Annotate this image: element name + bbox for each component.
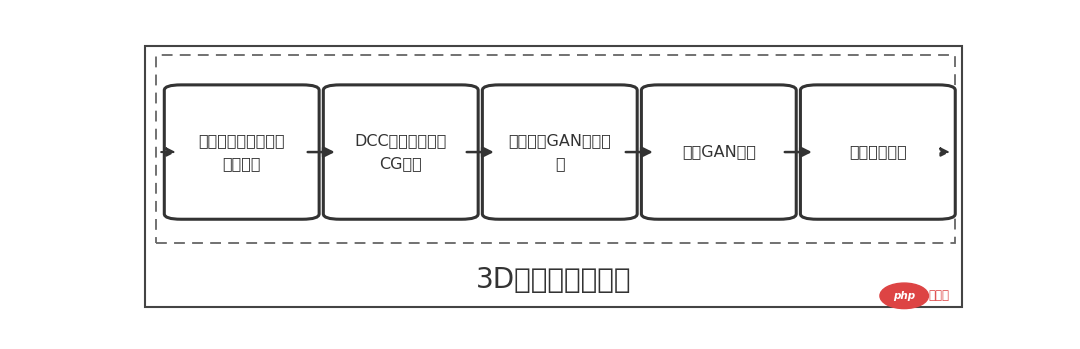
FancyBboxPatch shape	[164, 85, 320, 219]
Text: 设计师制作目标风格
美术素材: 设计师制作目标风格 美术素材	[199, 133, 285, 171]
FancyBboxPatch shape	[483, 85, 637, 219]
Text: 3D风格化流程总览: 3D风格化流程总览	[476, 266, 631, 294]
FancyBboxPatch shape	[642, 85, 796, 219]
Text: 中文网: 中文网	[929, 289, 949, 302]
FancyBboxPatch shape	[145, 46, 962, 306]
FancyBboxPatch shape	[323, 85, 478, 219]
Text: php: php	[893, 291, 915, 301]
Text: 训练GAN模型: 训练GAN模型	[681, 144, 756, 159]
Text: 算法合成GAN成对数
据: 算法合成GAN成对数 据	[509, 133, 611, 171]
Text: DCC软件批量渲染
CG数据: DCC软件批量渲染 CG数据	[354, 133, 447, 171]
FancyBboxPatch shape	[800, 85, 956, 219]
Ellipse shape	[880, 283, 929, 309]
Text: 上端测试效果: 上端测试效果	[849, 144, 907, 159]
